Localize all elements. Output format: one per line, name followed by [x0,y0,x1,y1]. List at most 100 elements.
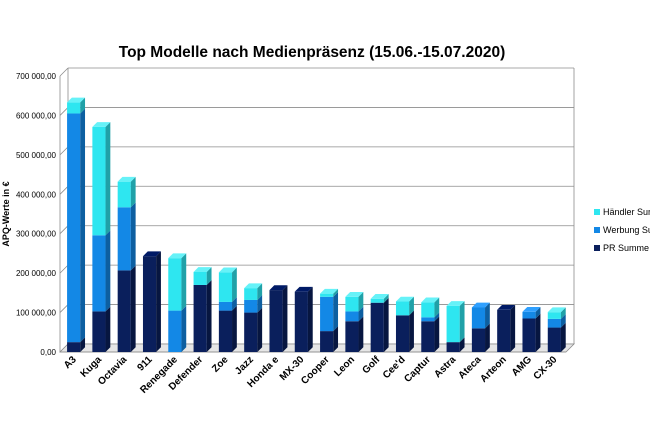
bar-top [446,301,465,306]
x-tick-label: 911 [135,354,154,373]
bar-segment [117,181,131,208]
y-tick-label: 0,00 [40,348,56,357]
bar-side [105,306,111,352]
bar-top [193,267,212,272]
bar-segment [168,310,182,352]
bar-segment [421,321,435,352]
bar-segment [218,301,233,311]
gridline-side [59,107,69,116]
bar-segment [320,331,334,352]
bar-segment [345,321,359,352]
legend-swatch [594,245,600,251]
gridline-side [59,264,69,274]
bar-segment [193,271,207,285]
bar-segment [244,312,258,352]
bar-segment [547,318,561,328]
x-tick-label: AMG [510,354,534,378]
y-tick-label: 700 000,00 [16,72,57,81]
bar-top [269,285,288,291]
bar-side [333,292,339,332]
bar-segment [320,296,334,332]
bar-side [535,313,541,352]
bar-segment [395,301,410,316]
x-tick-label: Leon [332,354,357,379]
bar-segment [446,342,460,352]
x-tick-label: A3 [62,354,79,371]
bar-side [130,202,136,271]
bar-segment [446,305,460,343]
legend-label: Händler Sum [603,207,650,217]
bar-side [257,307,263,352]
bar-segment [117,207,131,271]
gridline-side [59,186,69,195]
x-tick-label: Cooper [299,354,332,387]
bar-segment [92,235,106,312]
x-tick-label: CX-30 [532,354,560,382]
legend: Händler Sum Werbung Sur PR Summe [594,207,650,253]
bar-side [232,267,237,302]
bar-top [547,307,566,313]
bar-side [181,305,187,352]
bar-segment [117,270,131,352]
bar-side [257,283,263,300]
bar-top [142,251,161,257]
bar-side [257,295,263,313]
bar-side [535,306,541,319]
y-tick-label: 100 000,00 [16,309,57,318]
bar-top [168,253,187,259]
bar-side [105,122,111,236]
bar-segment [320,293,334,297]
bar-segment [370,298,384,303]
bar-segment [471,328,486,352]
bar-side [130,265,136,352]
bar-side [130,176,136,208]
bar-segment [218,310,233,352]
bar-side [80,108,86,343]
y-tick-label: 600 000,00 [16,111,57,120]
bar-top [320,288,339,294]
x-tick-label: Jazz [233,354,256,377]
bar-side [358,316,364,352]
bar-side [434,312,440,322]
chart-title: Top Modelle nach Medienpräsenz (15.06.-1… [119,44,506,61]
bar-top [218,267,237,273]
bar-segment [269,290,283,352]
bar-segment [92,311,106,352]
bar-side [206,267,212,285]
bar-segment [522,311,536,319]
legend-label: PR Summe [603,243,649,253]
bars-group [67,97,566,352]
bar-side [333,288,339,297]
bar-segment [67,102,81,114]
legend-label: Werbung Sur [603,225,650,235]
bar-side [485,323,490,352]
x-tick-label: Astra [432,354,458,380]
x-tick-label: Octavia [96,354,130,388]
x-tick-label: Zoe [210,354,231,375]
gridline-side [59,225,69,234]
bar-segment [547,312,561,319]
bar-side [560,314,566,328]
bar-top [345,292,364,297]
bar-segment [294,291,308,352]
bar-segment [168,258,182,311]
gridline-side [59,304,69,313]
bar-segment [193,284,207,352]
bar-segment [67,113,81,343]
bar-segment [522,318,536,352]
y-tick-label: 200 000,00 [16,269,57,278]
bar-side [80,337,86,352]
bar-side [232,297,237,311]
bar-top [421,297,440,303]
bar-side [80,97,86,114]
bar-side [383,297,389,352]
bar-side [383,293,389,303]
bar-segment [244,288,258,300]
bar-side [333,326,339,352]
y-axis-label: APQ-Werte in € [1,181,11,246]
bar-segment [547,327,561,352]
bar-segment [497,309,511,352]
